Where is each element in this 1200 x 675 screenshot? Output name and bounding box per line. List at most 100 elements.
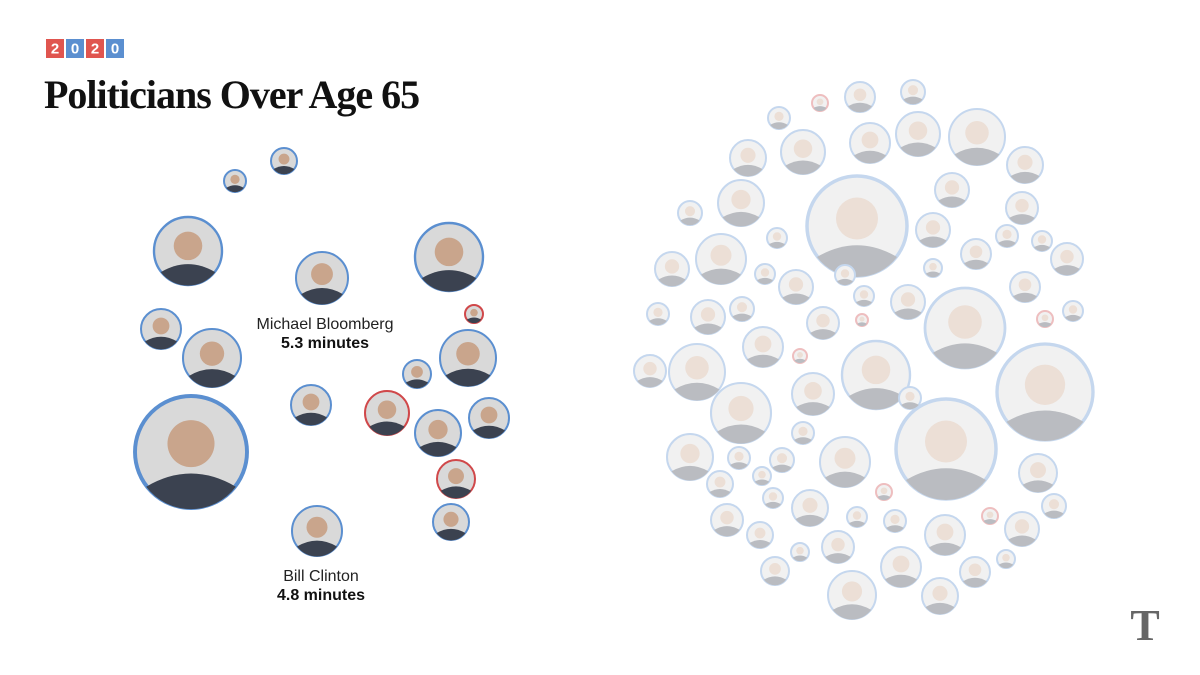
face: [760, 268, 770, 277]
badge-box: [106, 39, 124, 58]
title: Politicians Over Age 65: [44, 72, 419, 117]
face: [199, 341, 225, 366]
shoulders: [445, 368, 491, 387]
face: [443, 511, 459, 527]
bubble: [995, 342, 1095, 442]
face: [306, 516, 328, 538]
shoulders: [825, 553, 851, 564]
bubble: [849, 122, 891, 164]
face: [853, 88, 867, 102]
bubble: [766, 227, 788, 249]
bubble: [760, 556, 790, 586]
face: [836, 197, 878, 240]
bubble: [791, 421, 815, 445]
shoulders: [709, 489, 731, 498]
bubble: [915, 212, 951, 248]
face: [700, 307, 716, 322]
face: [428, 419, 448, 440]
bubble: [898, 386, 922, 410]
bubble: [1041, 493, 1067, 519]
bubble: [746, 521, 774, 549]
shoulders: [440, 486, 472, 499]
shoulders: [954, 147, 1000, 166]
face: [969, 245, 983, 259]
face: [986, 511, 994, 519]
shoulders: [226, 185, 244, 193]
bubble: [1009, 271, 1041, 303]
shoulders: [901, 402, 919, 410]
bubble: [646, 302, 670, 326]
badge-box: [46, 39, 64, 58]
shoulders: [925, 271, 941, 278]
bubble: [1062, 300, 1084, 322]
face: [944, 180, 960, 195]
bubble: [934, 172, 970, 208]
shoulders: [637, 377, 663, 388]
bubble: [995, 224, 1019, 248]
face: [1024, 364, 1066, 405]
shoulders: [919, 236, 947, 248]
shoulders: [857, 322, 867, 327]
face: [932, 585, 948, 601]
faded-bubbles: [633, 79, 1095, 620]
bubble: [819, 436, 871, 488]
face: [734, 451, 744, 461]
face: [788, 277, 804, 292]
bubble: [690, 299, 726, 335]
face: [841, 581, 863, 602]
shoulders: [658, 275, 686, 287]
shoulders: [832, 604, 872, 620]
face: [936, 523, 954, 541]
face: [1030, 462, 1046, 479]
bubble: [840, 339, 912, 411]
face: [796, 546, 804, 555]
shoulders: [680, 217, 700, 226]
bubble: [710, 503, 744, 537]
face: [1002, 229, 1012, 239]
shoulders: [1034, 244, 1050, 252]
bubble: [1050, 242, 1084, 276]
bubble: [790, 542, 810, 562]
shoulders: [794, 437, 812, 445]
face: [152, 317, 170, 335]
face: [728, 395, 754, 422]
badge-digit: 2: [91, 40, 99, 57]
face: [448, 468, 464, 485]
bubble: [769, 447, 795, 473]
face: [772, 232, 782, 241]
shoulders: [933, 343, 997, 369]
shoulders: [795, 514, 825, 527]
bubble: [880, 546, 922, 588]
face: [1014, 519, 1030, 534]
bubble: [846, 506, 868, 528]
bubble: [778, 269, 814, 305]
bubble: [729, 296, 755, 322]
shoulders: [160, 264, 216, 286]
face: [861, 355, 891, 385]
face: [278, 153, 290, 165]
bubble: [791, 372, 835, 416]
shoulders: [273, 166, 295, 175]
shoulders: [1009, 214, 1035, 225]
bubble: [996, 549, 1016, 569]
bubble: [668, 343, 726, 401]
bubble: [834, 264, 856, 286]
shoulders: [877, 495, 891, 501]
face: [774, 111, 784, 121]
face: [861, 131, 879, 149]
bubble: [805, 174, 909, 278]
bubble: [666, 433, 714, 481]
face: [804, 382, 822, 400]
bubble: [1018, 453, 1058, 493]
bubble: [875, 483, 893, 501]
bubble: [844, 81, 876, 113]
face: [965, 121, 989, 145]
face: [754, 335, 772, 353]
shoulders: [900, 142, 936, 157]
shoulders: [963, 577, 987, 588]
face: [816, 98, 824, 106]
bubble: [717, 179, 765, 227]
face: [831, 537, 845, 552]
face: [173, 231, 203, 261]
shoulders: [906, 468, 986, 501]
